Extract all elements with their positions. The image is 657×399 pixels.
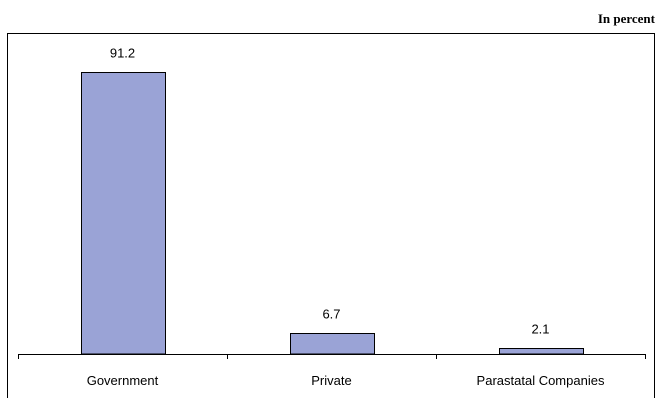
bar-private bbox=[290, 333, 375, 355]
bar-government bbox=[81, 72, 166, 355]
bar-parastatal-companies bbox=[499, 348, 584, 355]
data-label-parastatal-companies: 2.1 bbox=[531, 322, 549, 337]
unit-label: In percent bbox=[597, 11, 655, 26]
x-tick-label-parastatal-companies: Parastatal Companies bbox=[477, 373, 605, 388]
x-tick-label-government: Government bbox=[87, 373, 159, 388]
x-tick-label-private: Private bbox=[311, 373, 351, 388]
chart-frame bbox=[7, 33, 655, 398]
data-label-private: 6.7 bbox=[322, 307, 340, 322]
data-label-government: 91.2 bbox=[110, 46, 135, 61]
